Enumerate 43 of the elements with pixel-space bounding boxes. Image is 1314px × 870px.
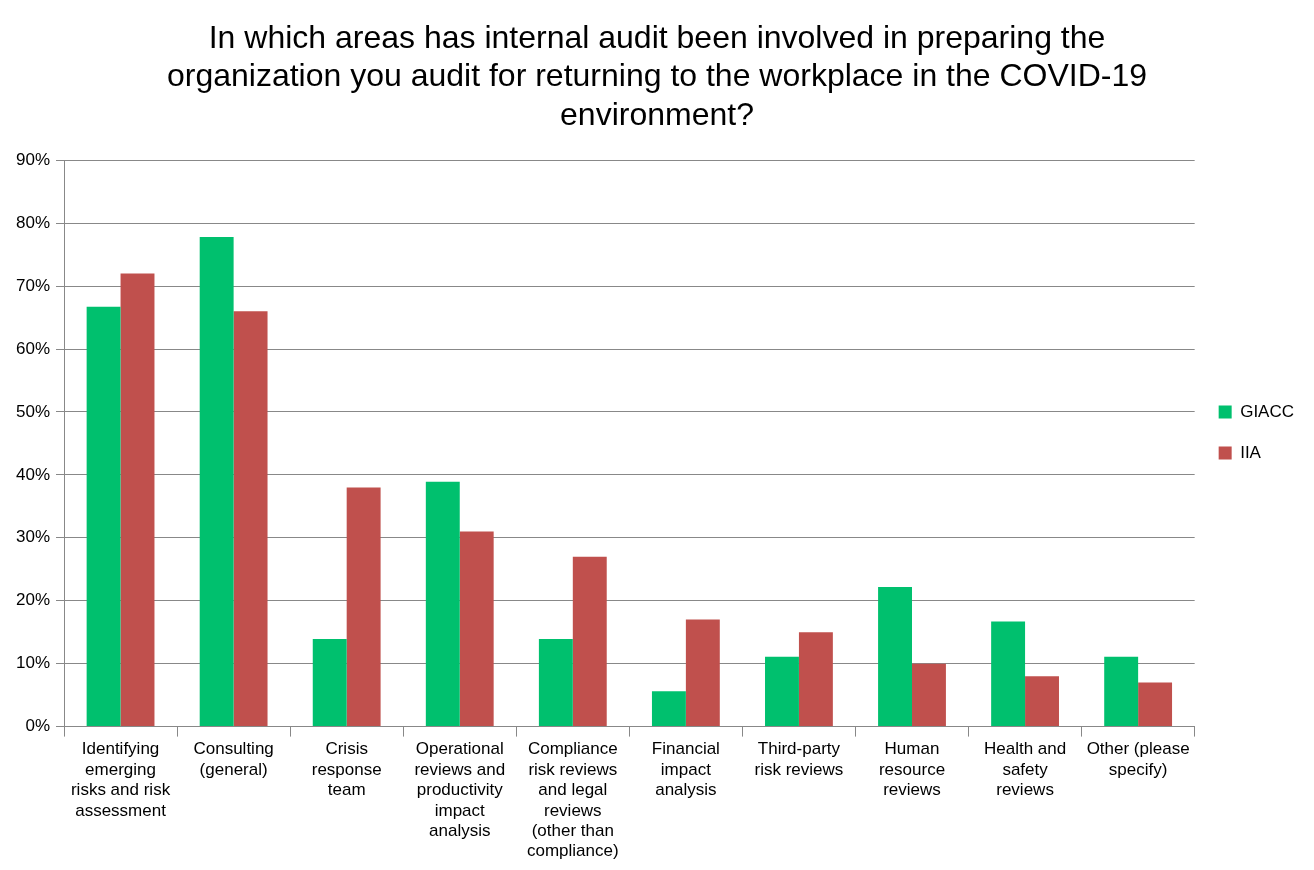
x-tick-label: Health and safety reviews xyxy=(983,739,1067,800)
x-tick-label: Identifying emerging risks and risk assessment xyxy=(70,739,171,820)
x-tick-label: Other (please specify) xyxy=(1086,739,1190,779)
bar xyxy=(86,306,121,727)
y-tick-label: 10% xyxy=(15,653,51,673)
bar xyxy=(199,236,234,727)
x-tick-label: Third-party risk reviews xyxy=(754,739,844,779)
y-tick-label: 40% xyxy=(15,464,51,484)
x-tick-label: Operational reviews and productivity impact analysis xyxy=(414,739,506,841)
legend-label: IIA xyxy=(1240,442,1262,462)
bar xyxy=(765,656,799,727)
x-tick-label: Human resource reviews xyxy=(878,739,946,800)
bar xyxy=(651,691,686,727)
bar xyxy=(991,621,1026,727)
x-tick-label: Financial impact analysis xyxy=(651,739,720,800)
x-tick-label: Crisis response team xyxy=(311,739,382,800)
bar xyxy=(685,619,720,727)
bar xyxy=(1104,656,1139,727)
y-tick-label: 30% xyxy=(15,527,51,547)
y-tick-label: 60% xyxy=(15,338,51,358)
bar xyxy=(459,531,494,727)
bar xyxy=(312,639,347,727)
bar xyxy=(346,487,381,727)
bar xyxy=(233,311,268,727)
x-tick-label: Consulting (general) xyxy=(193,739,274,779)
y-tick-label: 20% xyxy=(15,590,51,610)
bar xyxy=(1025,676,1059,727)
bar xyxy=(798,632,833,727)
y-tick-label: 50% xyxy=(15,401,51,421)
bar xyxy=(572,556,607,727)
bar xyxy=(912,663,946,727)
bar xyxy=(538,639,573,727)
bar xyxy=(425,481,460,727)
bar xyxy=(878,586,912,727)
y-tick-label: 90% xyxy=(15,149,51,169)
chart-title: In which areas has internal audit been involved in preparing the organization you audit for returning to the workplace in the COVID-19 environment? xyxy=(166,19,1148,132)
x-tick-label: Compliance risk reviews and legal reviews (other than compliance) xyxy=(526,739,619,861)
legend-label: GIACC xyxy=(1240,401,1294,421)
y-tick-label: 80% xyxy=(15,212,51,232)
bar xyxy=(1138,682,1173,727)
y-tick-label: 70% xyxy=(15,275,51,295)
bar xyxy=(120,273,155,727)
y-tick-label: 0% xyxy=(25,716,51,736)
